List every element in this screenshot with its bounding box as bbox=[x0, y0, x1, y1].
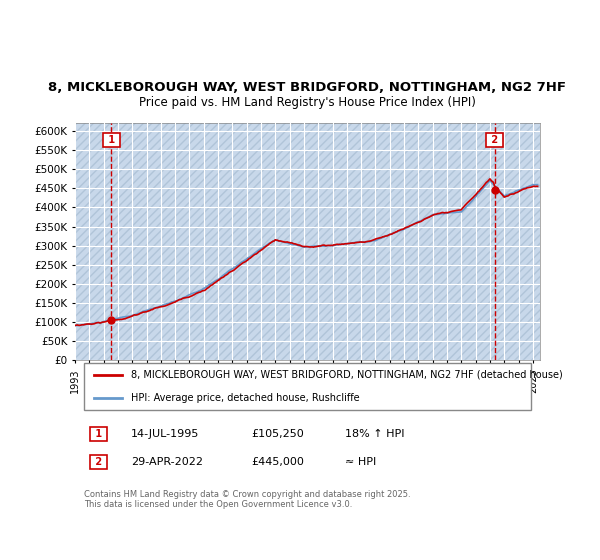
Text: 1: 1 bbox=[104, 135, 118, 145]
Text: 29-APR-2022: 29-APR-2022 bbox=[131, 457, 203, 467]
Text: Price paid vs. HM Land Registry's House Price Index (HPI): Price paid vs. HM Land Registry's House … bbox=[139, 96, 476, 109]
Text: 2: 2 bbox=[91, 457, 105, 467]
Text: 14-JUL-1995: 14-JUL-1995 bbox=[131, 429, 199, 438]
Text: ≈ HPI: ≈ HPI bbox=[344, 457, 376, 467]
Text: 18% ↑ HPI: 18% ↑ HPI bbox=[344, 429, 404, 438]
Text: 8, MICKLEBOROUGH WAY, WEST BRIDGFORD, NOTTINGHAM, NG2 7HF: 8, MICKLEBOROUGH WAY, WEST BRIDGFORD, NO… bbox=[49, 81, 566, 94]
Text: HPI: Average price, detached house, Rushcliffe: HPI: Average price, detached house, Rush… bbox=[131, 393, 359, 403]
Text: 8, MICKLEBOROUGH WAY, WEST BRIDGFORD, NOTTINGHAM, NG2 7HF (detached house): 8, MICKLEBOROUGH WAY, WEST BRIDGFORD, NO… bbox=[131, 370, 563, 380]
FancyBboxPatch shape bbox=[84, 363, 531, 409]
Text: £105,250: £105,250 bbox=[252, 429, 304, 438]
Text: 1: 1 bbox=[91, 429, 105, 438]
Text: Contains HM Land Registry data © Crown copyright and database right 2025.
This d: Contains HM Land Registry data © Crown c… bbox=[84, 490, 411, 509]
Text: £445,000: £445,000 bbox=[252, 457, 305, 467]
Text: 2: 2 bbox=[488, 135, 502, 145]
